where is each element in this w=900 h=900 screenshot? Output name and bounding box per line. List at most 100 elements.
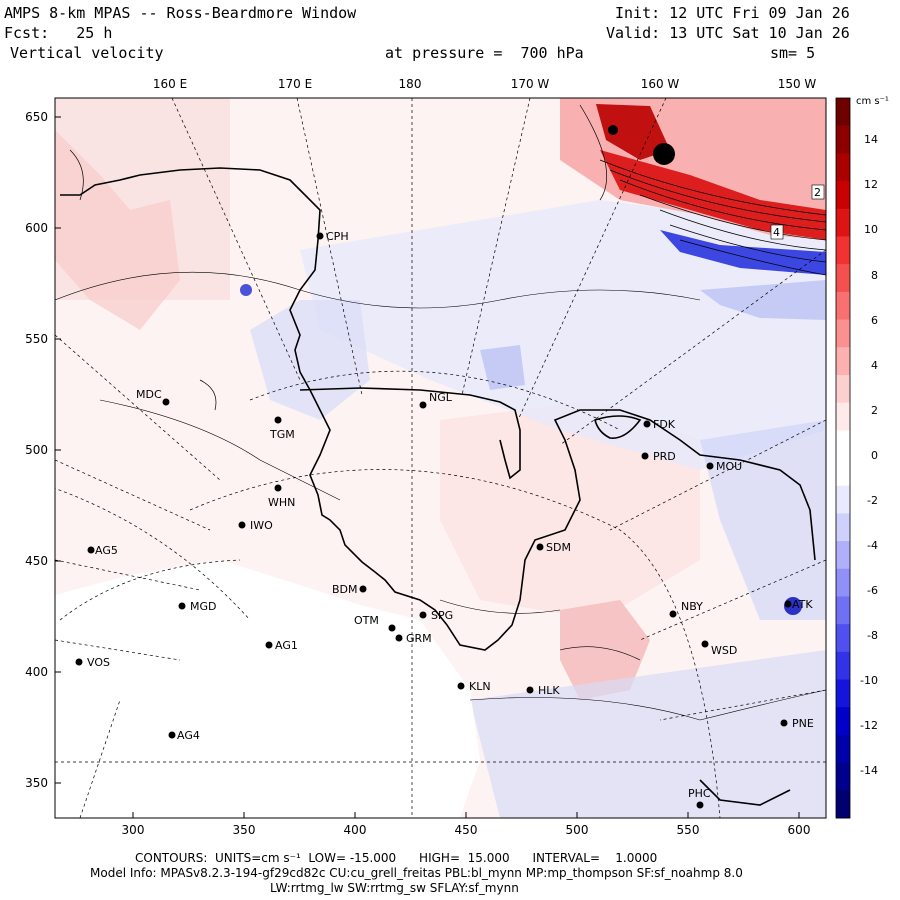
top-lon-labels: 160 E 170 E 180 170 W 160 W 150 W (153, 77, 817, 91)
downdraft-band (700, 280, 826, 320)
station-dot (701, 640, 709, 648)
station-label: ATK (792, 598, 813, 611)
station-label: VOS (87, 656, 110, 669)
strong-downdraft-band (660, 230, 826, 275)
model-info: Model Info: MPASv8.2.3-194-gf29cd82c CU:… (90, 866, 743, 880)
strong-updraft-core (596, 104, 670, 160)
station-dot (536, 543, 544, 551)
colorbar-label: -6 (867, 584, 878, 597)
station-label: AG5 (95, 544, 118, 557)
contour-labels: 4 2 (770, 184, 825, 240)
contour-info: CONTOURS: UNITS=cm s⁻¹ LOW= -15.000 HIGH… (135, 851, 658, 865)
colorbar-units: cm s⁻¹ (856, 96, 889, 107)
lon-label-160w: 160 W (641, 77, 680, 91)
lon-label-160e: 160 E (153, 77, 187, 91)
colorbar-segment (836, 624, 850, 653)
negative-w-region (480, 345, 525, 390)
colorbar-label: -4 (867, 539, 878, 552)
station-dot (780, 719, 788, 727)
colorbar-segment (836, 153, 850, 182)
field-name: Vertical velocity (10, 44, 164, 62)
colorbar-segment (836, 458, 850, 487)
colorbar-segment (836, 707, 850, 736)
colorbar-label: 0 (871, 449, 878, 462)
station-dot (419, 401, 427, 409)
lon-label-170w: 170 W (511, 77, 550, 91)
station-label: CPH (326, 230, 349, 243)
station-label: AG1 (275, 639, 298, 652)
w-contours (69, 104, 826, 411)
colorbar-label: 6 (871, 314, 878, 327)
colorbar-label: 8 (871, 269, 878, 282)
x-tick-400: 400 (344, 823, 367, 837)
station-label: KLN (469, 680, 491, 693)
colorbar-segment (836, 125, 850, 154)
station-dot (162, 398, 170, 406)
no-data-region (55, 560, 480, 818)
negative-w-region (700, 420, 826, 620)
contour-label: 2 (814, 186, 821, 199)
positive-w-region (440, 400, 700, 620)
colorbar-segment (836, 568, 850, 597)
station-dot (168, 731, 176, 739)
station-dot (388, 624, 396, 632)
contour-label: 4 (773, 226, 780, 239)
station-dot (784, 600, 792, 608)
colorbar-segment (836, 734, 850, 764)
station-dot (641, 452, 649, 460)
colorbar-label: 4 (871, 359, 878, 372)
colorbar-segment (836, 291, 850, 321)
smoothing: sm= 5 (770, 44, 816, 62)
colorbar-segment (836, 374, 850, 404)
station-label: MGD (190, 600, 217, 613)
negative-w-region (470, 650, 826, 818)
colorbar-segment (836, 402, 850, 431)
y-tick-600: 600 (25, 221, 48, 235)
colorbar-labels: 14 12 10 8 6 4 2 0 -2 -4 -6 -8 -10 -12 -14 (860, 133, 878, 777)
x-axis-labels: 300 350 400 450 500 550 600 (122, 823, 811, 837)
station-label: PRD (653, 450, 676, 463)
station-label: NBY (681, 600, 703, 613)
x-tick-500: 500 (566, 823, 589, 837)
station-dot (696, 801, 704, 809)
colorbar-label: 12 (864, 178, 878, 191)
colorbar (836, 98, 850, 819)
model-title: AMPS 8-km MPAS -- Ross-Beardmore Window (4, 4, 357, 22)
station-dot (178, 602, 186, 610)
lon-label-170e: 170 E (278, 77, 312, 91)
init-time: Init: 12 UTC Fri 09 Jan 26 (615, 4, 850, 22)
negative-w-region (300, 200, 826, 470)
y-tick-650: 650 (25, 110, 48, 124)
colorbar-segment (836, 541, 850, 570)
colorbar-label: -10 (860, 674, 878, 687)
positive-w-region (560, 600, 650, 700)
station-label: SPG (431, 609, 453, 622)
station-label: SDM (546, 541, 571, 554)
colorbar-segment (836, 513, 850, 542)
station-dot (457, 682, 465, 690)
forecast-hour: Fcst: 25 h (4, 24, 113, 42)
station-dot (526, 686, 534, 694)
colorbar-segment (836, 319, 850, 348)
station-label: MOU (716, 460, 742, 473)
station-dot (359, 585, 367, 593)
station-dot (87, 546, 95, 554)
station-label: IWO (250, 519, 273, 532)
station-label: NGL (429, 391, 453, 404)
radiation-info: LW:rrtmg_lw SW:rrtmg_sw SFLAY:sf_mynn (270, 881, 519, 895)
station-dot (274, 484, 282, 492)
downdraft-cell (240, 284, 252, 296)
intense-cell (653, 143, 675, 165)
station-dot (419, 611, 427, 619)
station-dot (706, 462, 714, 470)
station-dot (643, 420, 651, 428)
colorbar-frame (835, 97, 851, 819)
contour-0-line (55, 271, 826, 721)
colorbar-segment (836, 236, 850, 265)
station-markers: CPH MDC NGL TGM FDK PRD MOU WHN IWO AG5 SDM BDM MGD N… (75, 230, 814, 809)
station-dot (316, 232, 324, 240)
plot-frame (54, 97, 827, 819)
station-label: BDM (332, 583, 358, 596)
colorbar-label: -12 (860, 719, 878, 732)
